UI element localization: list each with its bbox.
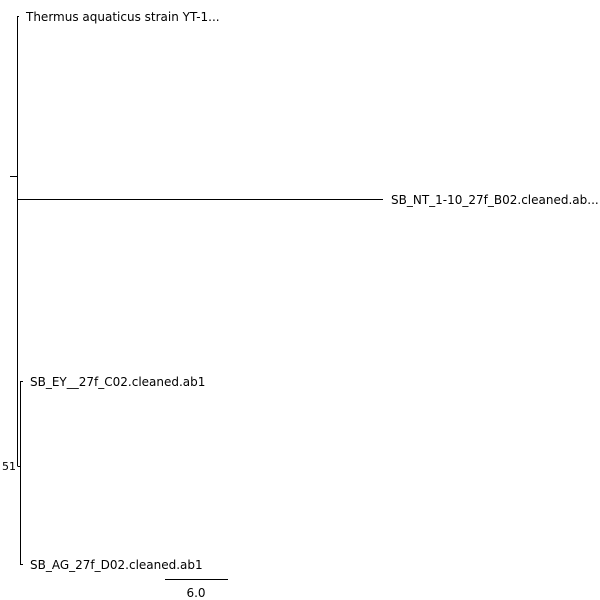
tip-label-sb-nt[interactable]: SB_NT_1-10_27f_B02.cleaned.ab... bbox=[391, 193, 599, 207]
tip-label-sb-ag[interactable]: SB_AG_27f_D02.cleaned.ab1 bbox=[30, 558, 203, 572]
tip-label-sb-ey[interactable]: SB_EY__27f_C02.cleaned.ab1 bbox=[30, 375, 205, 389]
tip-label-thermus[interactable]: Thermus aquaticus strain YT-1... bbox=[25, 10, 220, 24]
node-support-label: 51 bbox=[2, 460, 16, 473]
scale-bar-label: 6.0 bbox=[186, 586, 205, 600]
